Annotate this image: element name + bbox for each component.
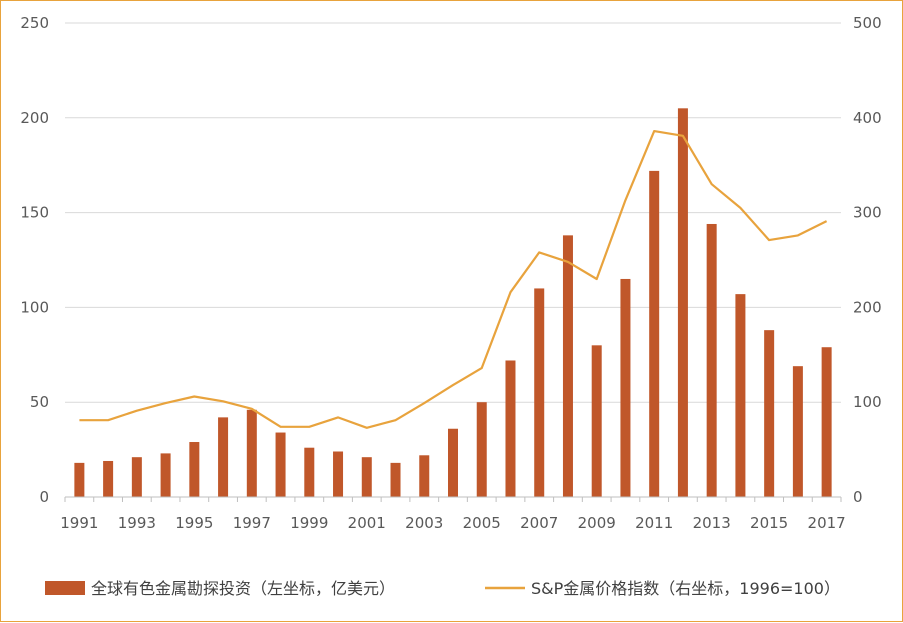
legend-bar-label: 全球有色金属勘探投资（左坐标，亿美元） [91,579,395,598]
bar-2010 [620,278,631,497]
x-tick-label: 1991 [60,514,98,532]
bar-1991 [74,462,85,497]
x-tick-label: 2009 [578,514,616,532]
bar-2014 [735,294,746,497]
bar-2000 [333,451,344,497]
x-tick-label: 2007 [520,514,558,532]
x-tick-label: 1999 [290,514,328,532]
bar-1994 [160,453,171,497]
bar-2011 [649,170,660,497]
x-tick-label: 2011 [635,514,673,532]
left-tick-label: 100 [20,298,49,316]
price-index-line [79,130,828,429]
x-tick-label: 2013 [693,514,731,532]
x-tick-label: 2001 [348,514,386,532]
bar-2016 [792,366,803,497]
x-tick-label: 1997 [233,514,271,532]
bar-1995 [189,442,200,497]
right-tick-label: 300 [853,204,882,222]
bar-2004 [448,428,458,497]
right-tick-label: 400 [853,109,882,127]
legend-bar-swatch [45,581,85,595]
left-tick-label: 150 [20,204,49,222]
bar-series [74,108,832,498]
x-tick-label: 2015 [750,514,788,532]
x-tick-label: 1993 [118,514,156,532]
bar-1999 [304,447,315,497]
bar-1996 [218,417,229,497]
x-tick-label: 2003 [405,514,443,532]
line-series [79,130,828,429]
bar-1993 [131,457,142,497]
bar-2007 [534,288,545,497]
bar-1998 [275,432,286,497]
bar-1997 [246,409,257,497]
bar-2005 [476,402,487,497]
right-tick-label: 500 [853,14,882,32]
x-axis-labels: 1991 1993 1995 1997 1999 2001 2003 2005 2007 2009… [60,514,845,532]
left-tick-label: 250 [20,14,49,32]
x-axis [64,496,842,502]
bar-2002 [390,462,401,497]
left-tick-label: 200 [20,109,49,127]
bar-2012 [677,108,688,497]
bar-2009 [591,345,602,497]
right-tick-label: 200 [853,298,882,316]
x-tick-label: 1995 [175,514,213,532]
right-tick-label: 0 [853,488,863,506]
right-tick-label: 100 [853,393,882,411]
left-tick-label: 50 [30,393,49,411]
x-tick-label: 2017 [808,514,846,532]
right-axis-labels: 0 100 200 300 400 500 [853,14,882,506]
bar-2006 [505,360,516,497]
left-tick-label: 0 [39,488,49,506]
bar-2017 [821,347,832,497]
bar-2013 [706,223,717,497]
bar-1992 [103,460,114,497]
bar-2015 [764,330,775,497]
left-axis-labels: 0 50 100 150 200 250 [20,14,49,506]
bar-2001 [361,457,372,497]
bar-2003 [419,455,430,497]
gridlines [65,22,841,403]
legend-line-label: S&P金属价格指数（右坐标，1996=100） [531,579,840,598]
x-tick-label: 2005 [463,514,501,532]
legend: 全球有色金属勘探投资（左坐标，亿美元） S&P金属价格指数（右坐标，1996=1… [45,579,840,598]
bar-2008 [562,235,573,498]
